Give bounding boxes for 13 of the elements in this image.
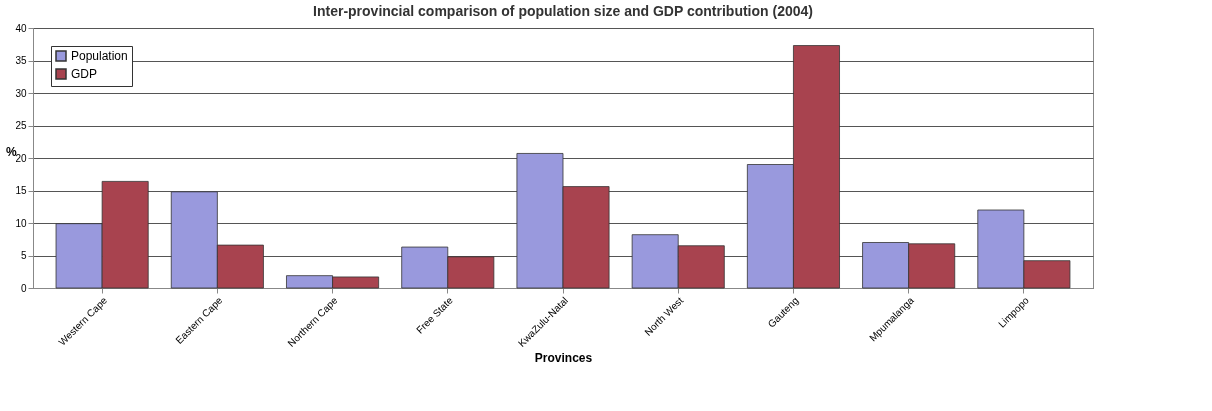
y-tick-label: 5 — [20, 250, 27, 261]
y-tick-label: 15 — [15, 185, 27, 196]
y-tick-label: 30 — [15, 87, 27, 99]
y-tick-label: 0 — [20, 282, 27, 294]
y-axis-title: % — [6, 144, 18, 159]
y-tick-label: 40 — [15, 22, 27, 34]
y-tick-label: 35 — [15, 55, 27, 66]
legend-label: Population — [71, 49, 128, 63]
y-tick-label: 10 — [15, 217, 27, 229]
legend-label: GDP — [71, 67, 98, 81]
x-axis-title: Provinces — [534, 350, 593, 365]
chart-title: Inter-provincial comparison of population size and GDP contribution (2004) — [313, 3, 813, 19]
y-tick-label: 25 — [15, 120, 27, 131]
